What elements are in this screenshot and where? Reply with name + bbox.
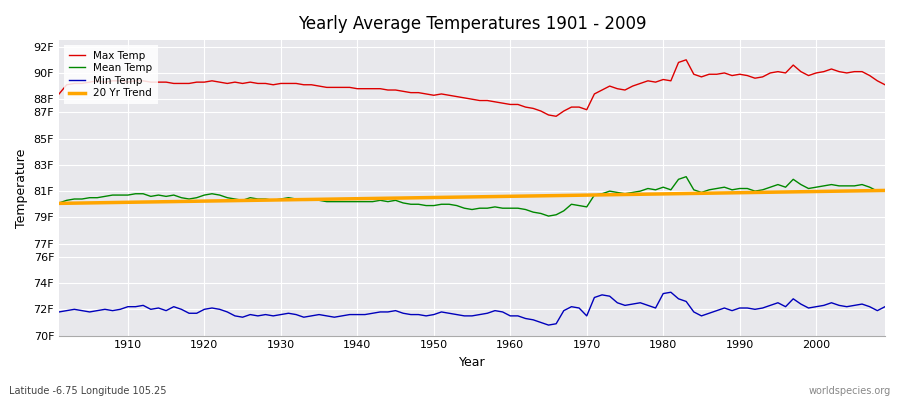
20 Yr Trend [497, 194, 508, 199]
Text: Latitude -6.75 Longitude 105.25: Latitude -6.75 Longitude 105.25 [9, 386, 166, 396]
Max Temp [879, 82, 890, 87]
20 Yr Trend [329, 197, 340, 202]
Max Temp [54, 92, 65, 96]
Max Temp [497, 101, 508, 106]
Max Temp [604, 84, 615, 88]
Min Temp [665, 290, 676, 295]
Max Temp [115, 78, 126, 83]
20 Yr Trend [505, 194, 516, 199]
Y-axis label: Temperature: Temperature [15, 148, 28, 228]
Min Temp [54, 310, 65, 314]
Min Temp [497, 310, 508, 314]
Mean Temp [115, 193, 126, 198]
20 Yr Trend [54, 201, 65, 206]
Max Temp [284, 81, 294, 86]
20 Yr Trend [597, 192, 608, 197]
Max Temp [329, 85, 340, 90]
Min Temp [879, 304, 890, 309]
Text: worldspecies.org: worldspecies.org [809, 386, 891, 396]
Mean Temp [879, 188, 890, 192]
Line: Min Temp: Min Temp [59, 292, 885, 325]
X-axis label: Year: Year [459, 356, 485, 369]
Min Temp [115, 307, 126, 312]
Min Temp [543, 323, 553, 328]
20 Yr Trend [115, 200, 126, 205]
Mean Temp [505, 206, 516, 211]
Mean Temp [680, 174, 691, 179]
Max Temp [551, 114, 562, 119]
Mean Temp [329, 199, 340, 204]
Mean Temp [284, 195, 294, 200]
Line: Max Temp: Max Temp [59, 60, 885, 116]
Mean Temp [543, 214, 553, 218]
20 Yr Trend [284, 197, 294, 202]
Mean Temp [497, 206, 508, 211]
Min Temp [284, 311, 294, 316]
20 Yr Trend [879, 188, 890, 193]
Line: 20 Yr Trend: 20 Yr Trend [59, 190, 885, 203]
Mean Temp [54, 200, 65, 205]
Max Temp [680, 58, 691, 62]
Min Temp [329, 315, 340, 320]
Max Temp [505, 102, 516, 107]
Min Temp [505, 314, 516, 318]
Legend: Max Temp, Mean Temp, Min Temp, 20 Yr Trend: Max Temp, Mean Temp, Min Temp, 20 Yr Tre… [64, 45, 158, 104]
Mean Temp [604, 189, 615, 194]
Title: Yearly Average Temperatures 1901 - 2009: Yearly Average Temperatures 1901 - 2009 [298, 15, 646, 33]
Line: Mean Temp: Mean Temp [59, 177, 885, 216]
Min Temp [604, 294, 615, 298]
